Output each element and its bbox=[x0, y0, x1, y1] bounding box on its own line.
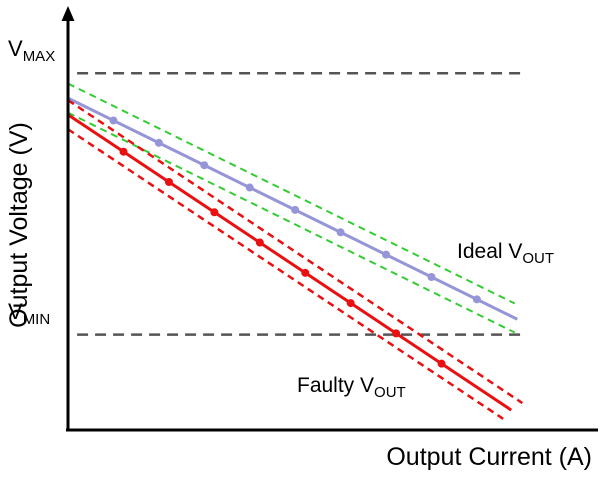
data-point-marker bbox=[109, 116, 118, 125]
plot-lines bbox=[67, 71, 524, 420]
data-point-marker bbox=[301, 268, 310, 277]
data-point-marker bbox=[119, 147, 128, 156]
faulty-series-label: Faulty VOUT bbox=[297, 374, 406, 401]
vmax-label: VMAX bbox=[8, 36, 55, 65]
series-line bbox=[67, 128, 504, 420]
data-point-marker bbox=[245, 183, 254, 192]
data-point-marker bbox=[427, 272, 436, 281]
data-point-marker bbox=[154, 138, 163, 147]
data-point-marker bbox=[392, 329, 401, 338]
data-point-marker bbox=[164, 177, 173, 186]
ideal-series-label: Ideal VOUT bbox=[457, 240, 554, 267]
data-point-marker bbox=[382, 250, 391, 259]
vmin-label: VMIN bbox=[8, 299, 50, 328]
series-line bbox=[67, 111, 516, 334]
y-axis-arrowhead-icon bbox=[61, 6, 75, 21]
series-line bbox=[67, 99, 524, 405]
y-axis-title: Output Voltage (V) bbox=[5, 122, 33, 328]
data-point-marker bbox=[437, 359, 446, 368]
series-line bbox=[67, 113, 513, 412]
series-line bbox=[67, 82, 516, 305]
data-point-marker bbox=[291, 205, 300, 214]
data-point-marker bbox=[346, 299, 355, 308]
data-point-marker bbox=[336, 228, 345, 237]
data-point-marker bbox=[255, 238, 264, 247]
x-axis-title: Output Current (A) bbox=[386, 443, 592, 471]
data-point-marker bbox=[200, 161, 209, 170]
data-point-marker bbox=[472, 295, 481, 304]
data-point-marker bbox=[210, 208, 219, 217]
